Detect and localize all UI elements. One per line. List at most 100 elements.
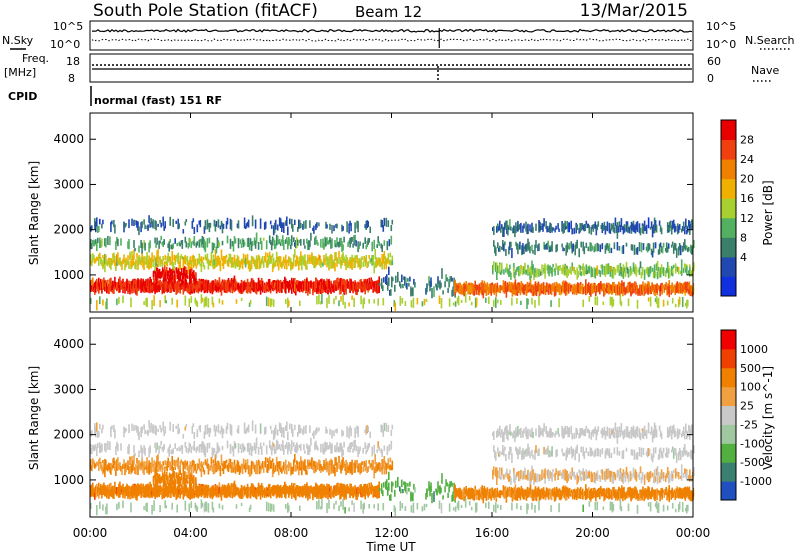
range-cell [367, 221, 369, 228]
range-cell [620, 218, 623, 228]
range-cell [484, 283, 487, 290]
range-cell [263, 222, 266, 230]
range-cell [205, 256, 208, 261]
range-cell [313, 225, 315, 234]
range-cell [356, 462, 358, 469]
range-cell [212, 463, 215, 475]
range-cell [158, 281, 160, 293]
range-cell [168, 241, 170, 252]
range-cell [256, 287, 259, 292]
range-cell [115, 491, 117, 495]
range-cell [649, 226, 652, 230]
range-cell [222, 281, 225, 289]
range-cell [203, 298, 206, 308]
range-cell [240, 463, 243, 468]
range-cell [130, 490, 132, 496]
range-cell [678, 282, 680, 290]
range-cell [163, 265, 166, 274]
range-cell [110, 482, 112, 493]
range-cell [649, 286, 651, 291]
range-cell [263, 256, 266, 262]
range-cell [653, 226, 656, 234]
range-cell [318, 281, 320, 293]
range-cell [203, 444, 206, 456]
range-cell [198, 220, 201, 225]
range-cell [390, 225, 393, 232]
range-cell [654, 298, 657, 302]
range-cell [329, 286, 331, 290]
range-cell [217, 240, 220, 248]
range-cell [200, 466, 203, 478]
range-cell [274, 486, 277, 492]
range-cell [243, 217, 246, 229]
range-cell [234, 487, 237, 493]
range-cell [232, 242, 235, 252]
range-cell [109, 441, 111, 451]
range-cell [279, 279, 282, 289]
range-cell [158, 281, 160, 285]
range-cell [465, 285, 467, 292]
range-cell [138, 286, 140, 291]
range-cell [247, 260, 250, 270]
range-cell [105, 443, 107, 453]
range-cell [252, 257, 255, 265]
range-cell [217, 487, 220, 496]
range-cell [193, 259, 196, 267]
range-cell [196, 258, 199, 263]
range-cell [205, 284, 208, 289]
range-cell [189, 278, 191, 284]
range-cell [665, 282, 667, 290]
range-cell [355, 240, 357, 247]
range-cell [381, 254, 383, 265]
range-cell [338, 455, 340, 463]
range-cell [111, 258, 113, 266]
range-cell [121, 281, 123, 285]
range-cell [345, 285, 347, 295]
range-cell [171, 280, 173, 288]
range-cell [95, 464, 97, 468]
range-cell [174, 238, 176, 244]
range-cell [230, 465, 233, 473]
range-cell [343, 485, 345, 494]
range-cell [204, 296, 207, 307]
range-cell [641, 266, 644, 276]
range-cell [537, 244, 539, 252]
range-cell [290, 284, 292, 289]
range-cell [158, 486, 160, 498]
range-cell [202, 484, 205, 495]
range-cell [331, 224, 333, 234]
range-cell [302, 260, 304, 265]
range-cell [687, 247, 689, 253]
range-cell [213, 489, 216, 495]
range-cell [225, 254, 228, 258]
range-cell [193, 286, 196, 294]
range-cell [157, 223, 159, 227]
range-cell [291, 218, 293, 229]
range-cell [276, 461, 279, 472]
range-cell [192, 218, 195, 223]
range-cell [290, 244, 292, 250]
range-cell [604, 225, 607, 235]
range-cell [633, 225, 636, 233]
range-cell [157, 464, 159, 472]
range-cell [269, 444, 272, 450]
range-cell [236, 223, 239, 228]
range-cell [262, 489, 265, 495]
range-cell [674, 286, 676, 293]
range-cell [182, 478, 184, 488]
range-cell [195, 479, 197, 489]
range-cell [324, 258, 326, 266]
range-cell [555, 281, 558, 292]
range-cell [173, 471, 175, 476]
range-cell [457, 283, 459, 293]
range-cell [352, 283, 354, 293]
range-cell [110, 258, 112, 263]
range-cell [159, 484, 161, 491]
range-cell [167, 281, 169, 293]
range-cell [546, 242, 548, 250]
range-cell [584, 285, 586, 291]
range-cell [159, 260, 161, 265]
range-cell [652, 284, 654, 291]
range-cell [159, 300, 161, 308]
range-cell [570, 284, 573, 289]
